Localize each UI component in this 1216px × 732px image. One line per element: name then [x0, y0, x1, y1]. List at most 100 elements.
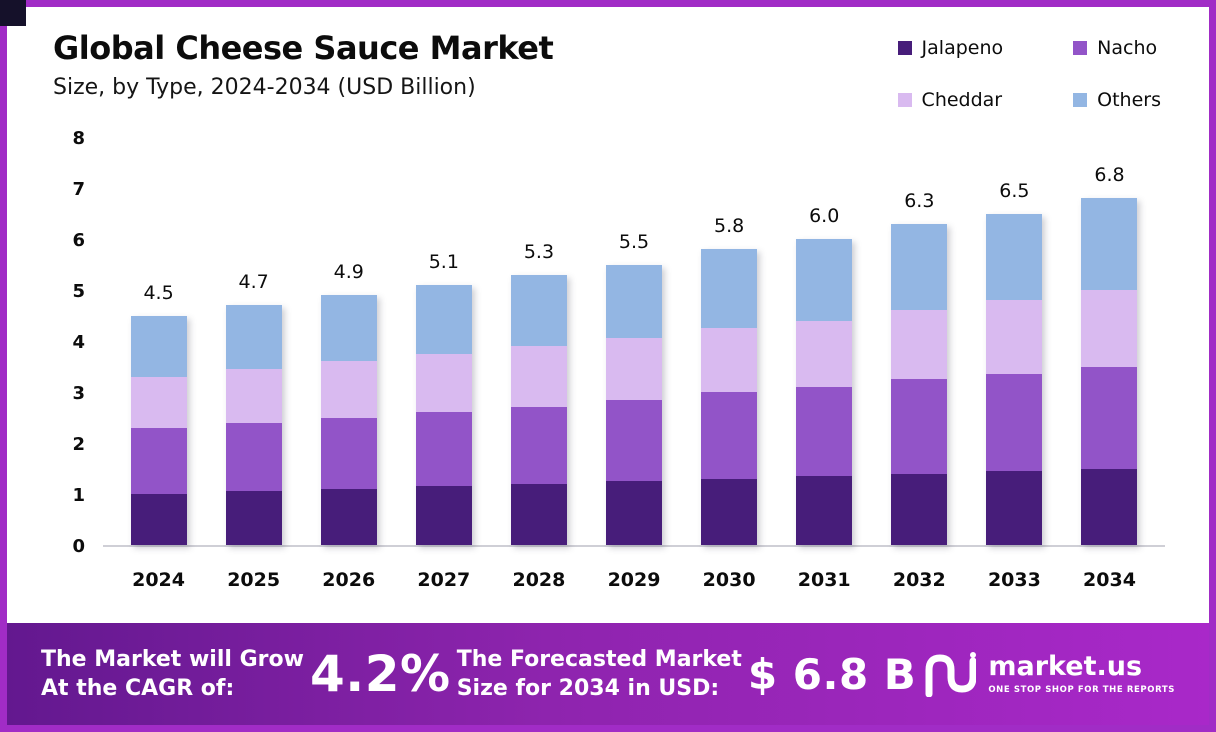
y-tick-label: 2 [72, 434, 85, 455]
bar-segment-jalapeno [1081, 468, 1138, 545]
cagr-label: The Market will Grow At the CAGR of: [41, 645, 304, 703]
legend-item-nacho: Nacho [1073, 37, 1161, 59]
bar-2026: 4.9 [301, 139, 396, 545]
bar-segment-others [986, 213, 1043, 301]
bar-value-label: 5.3 [523, 240, 555, 263]
market-us-logo-icon [925, 652, 977, 697]
bar-stack [225, 305, 282, 545]
bar-value-label: 6.5 [999, 179, 1030, 202]
bar-2034: 6.8 [1062, 139, 1157, 545]
cagr-label-line2: At the CAGR of: [41, 676, 235, 701]
bar-segment-others [891, 223, 948, 311]
bar-value-label: 4.5 [143, 281, 174, 304]
x-tick-label: 2030 [702, 569, 756, 591]
bar-value-label: 4.7 [238, 271, 269, 294]
corner-accent [0, 0, 26, 26]
x-axis: 2024 2025 2026 2027 2028 2029 2030 2031 2032 2033… [103, 569, 1165, 591]
y-tick-label: 3 [72, 383, 85, 404]
bar-2031: 6.0 [777, 139, 872, 545]
bar-segment-jalapeno [986, 471, 1043, 545]
cagr-value: 4.2% [309, 645, 451, 703]
y-tick-label: 4 [72, 332, 85, 353]
bar-segment-others [415, 284, 472, 354]
logo-text-block: market.us ONE STOP SHOP FOR THE REPORTS [988, 651, 1175, 695]
bar-segment-cheddar [796, 320, 853, 387]
legend-item-jalapeno: Jalapeno [897, 37, 1004, 59]
bar-value-label: 5.1 [428, 250, 459, 273]
x-tick-label: 2025 [227, 569, 281, 591]
bar-stack [606, 264, 663, 545]
legend-swatch-icon [897, 41, 912, 55]
bar-value-label: 5.8 [714, 215, 745, 238]
y-tick-label: 7 [72, 179, 85, 200]
bar-value-label: 6.8 [1094, 164, 1125, 187]
logo-tagline: ONE STOP SHOP FOR THE REPORTS [988, 684, 1175, 695]
legend-swatch-icon [897, 93, 912, 107]
y-tick-label: 6 [72, 230, 85, 251]
x-tick-label: 2033 [987, 569, 1041, 591]
bar-segment-nacho [796, 386, 853, 477]
page-title: Global Cheese Sauce Market [53, 29, 554, 67]
bar-segment-jalapeno [606, 481, 663, 545]
chart-section: Global Cheese Sauce Market Size, by Type… [7, 7, 1209, 623]
bar-segment-jalapeno [796, 476, 853, 545]
bar-segment-nacho [225, 422, 282, 492]
forecast-label: The Forecasted Market Size for 2034 in U… [457, 645, 742, 703]
bar-segment-nacho [130, 427, 187, 494]
legend-swatch-icon [1073, 41, 1088, 55]
y-tick-label: 5 [72, 281, 85, 302]
title-block: Global Cheese Sauce Market Size, by Type… [53, 29, 554, 101]
legend-label: Jalapeno [921, 37, 1004, 59]
logo-text: market.us [988, 651, 1143, 683]
bar-2032: 6.3 [872, 139, 967, 545]
chart-subtitle: Size, by Type, 2024-2034 (USD Billion) [53, 75, 476, 101]
bar-value-label: 4.9 [333, 261, 364, 284]
bar-stack [130, 315, 187, 545]
forecast-label-line1: The Forecasted Market [456, 646, 742, 672]
bar-segment-others [701, 249, 758, 329]
bar-segment-others [130, 315, 187, 377]
bar-segment-jalapeno [225, 491, 282, 545]
bar-segment-nacho [891, 379, 948, 474]
x-tick-label: 2031 [797, 569, 851, 591]
bar-segment-others [320, 295, 377, 362]
bar-segment-others [606, 264, 663, 339]
bar-2033: 6.5 [967, 139, 1062, 545]
bar-value-label: 6.3 [904, 189, 935, 212]
bar-stack [891, 223, 948, 545]
x-tick-label: 2024 [132, 569, 185, 591]
bar-segment-cheddar [225, 369, 282, 423]
bar-value-label: 5.5 [618, 230, 650, 253]
chart-legend: Jalapeno Nacho Cheddar Others [897, 37, 1161, 111]
bar-stack [986, 213, 1043, 545]
plot-row: 0 1 2 3 4 5 6 7 8 4.5 4.7 4.9 5.1 5.3 5.5 5.8 6.0 6.3 6.5… [53, 128, 1165, 557]
market-us-logo: market.us ONE STOP SHOP FOR THE REPORTS [922, 651, 1175, 697]
bar-2030: 5.8 [682, 139, 777, 545]
bar-stack [796, 239, 853, 545]
x-tick-label: 2026 [322, 569, 376, 591]
legend-swatch-icon [1073, 93, 1088, 107]
bar-stack [320, 295, 377, 545]
bar-stack [415, 284, 472, 545]
footer-banner: The Market will Grow At the CAGR of: 4.2… [7, 623, 1209, 725]
y-tick-label: 1 [72, 485, 85, 506]
bars-area: 4.5 4.7 4.9 5.1 5.3 5.5 5.8 6.0 6.3 6.5 6.8 [111, 139, 1157, 545]
bar-segment-jalapeno [320, 488, 377, 545]
x-tick-label: 2029 [607, 569, 661, 591]
bar-segment-nacho [415, 412, 472, 487]
bar-segment-cheddar [701, 328, 758, 393]
bar-2027: 5.1 [396, 139, 491, 545]
bar-segment-nacho [1081, 366, 1138, 469]
bar-2024: 4.5 [111, 139, 206, 545]
legend-label: Others [1097, 89, 1161, 111]
bar-segment-cheddar [415, 353, 472, 413]
plot-area: 4.5 4.7 4.9 5.1 5.3 5.5 5.8 6.0 6.3 6.5 6.8 [103, 139, 1165, 547]
legend-label: Nacho [1097, 37, 1158, 59]
bar-segment-others [510, 274, 567, 347]
bar-stack [1081, 198, 1138, 545]
y-tick-label: 8 [72, 128, 85, 149]
cagr-label-line1: The Market will Grow [41, 646, 304, 672]
bar-2025: 4.7 [206, 139, 301, 545]
bar-2029: 5.5 [586, 139, 681, 545]
bar-segment-jalapeno [130, 494, 187, 545]
